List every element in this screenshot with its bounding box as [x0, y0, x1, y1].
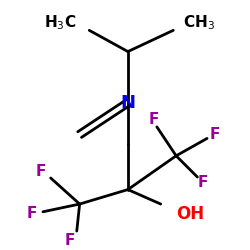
- Text: N: N: [120, 94, 136, 112]
- Text: F: F: [65, 233, 75, 248]
- Text: F: F: [26, 206, 36, 221]
- Text: H$_3$C: H$_3$C: [44, 13, 77, 32]
- Text: OH: OH: [176, 205, 204, 223]
- Text: F: F: [210, 127, 220, 142]
- Text: F: F: [36, 164, 46, 179]
- Text: F: F: [198, 175, 208, 190]
- Text: F: F: [149, 112, 159, 126]
- Text: CH$_3$: CH$_3$: [183, 13, 215, 32]
